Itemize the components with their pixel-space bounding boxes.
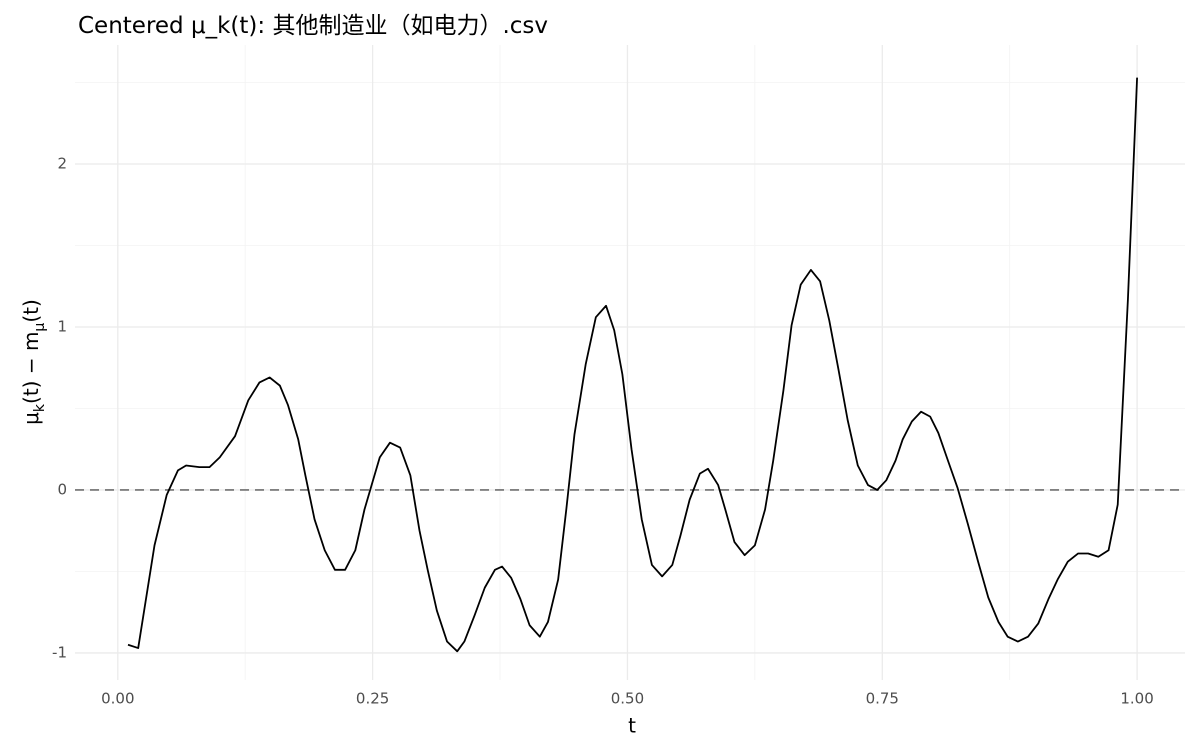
- y-tick-label: 2: [57, 154, 67, 172]
- y-tick-label: 1: [57, 317, 67, 335]
- y-tick-label: 0: [57, 480, 67, 498]
- x-tick-label: 0.75: [866, 690, 899, 708]
- y-axis-title: μk(t) − mμ(t): [19, 299, 49, 425]
- x-axis-title: t: [628, 714, 636, 738]
- line: [127, 77, 1138, 653]
- chart-title: Centered μ_k(t): 其他制造业（如电力）.csv: [78, 13, 548, 39]
- y-axis-title-subscript: μ: [32, 323, 48, 332]
- x-tick-label: 0.00: [101, 690, 134, 708]
- y-axis-title-part: (t) − m: [19, 332, 43, 404]
- x-tick-label: 0.50: [611, 690, 644, 708]
- y-tick-label: -1: [52, 643, 67, 661]
- y-axis-title-part: (t): [19, 299, 43, 322]
- y-axis-title-subscript: k: [32, 403, 48, 412]
- x-tick-label: 1.00: [1120, 690, 1153, 708]
- grid: [75, 45, 1185, 680]
- x-tick-label: 0.25: [356, 690, 389, 708]
- y-axis-title-part: μ: [19, 412, 43, 425]
